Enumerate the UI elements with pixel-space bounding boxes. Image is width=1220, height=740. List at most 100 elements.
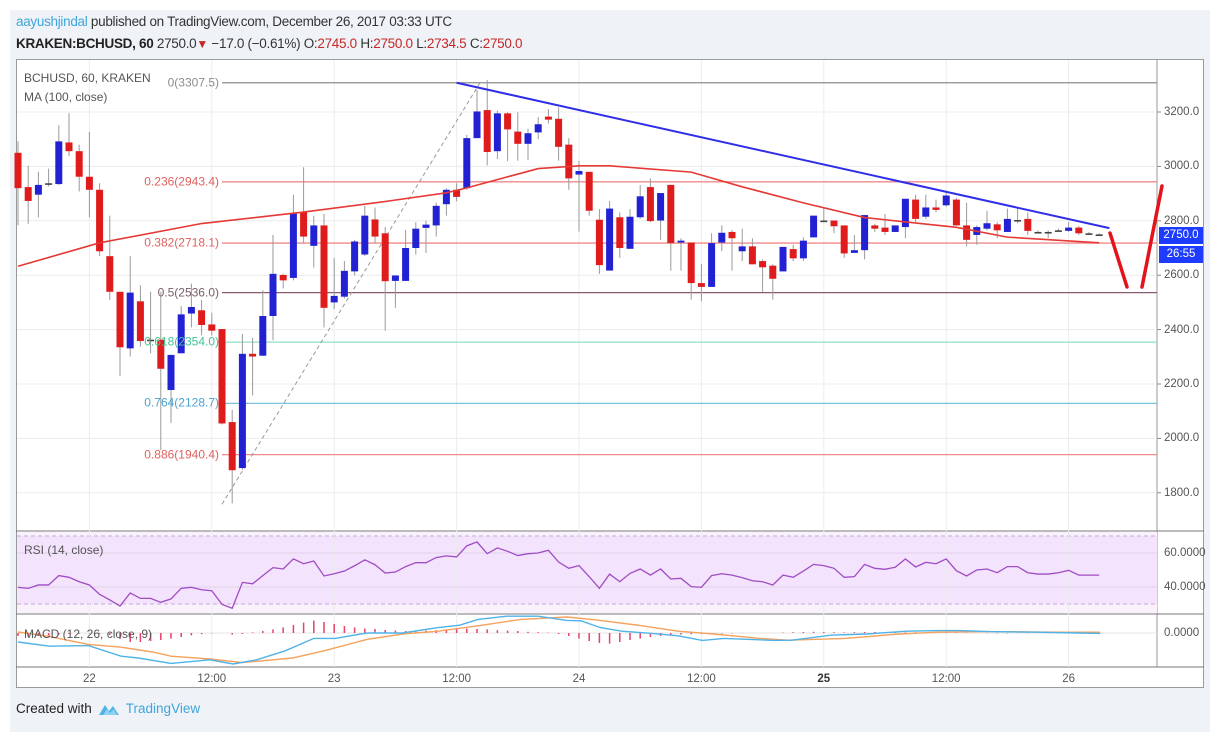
candle-body	[1065, 227, 1073, 231]
high-value: 2750.0	[373, 36, 413, 51]
candle	[932, 199, 940, 213]
candle	[391, 275, 399, 308]
candle	[595, 209, 603, 274]
candle	[789, 244, 797, 262]
candle-body	[697, 283, 705, 287]
candle	[769, 264, 777, 300]
price-axis-label: 3200.0	[1164, 106, 1200, 118]
candle	[453, 183, 461, 202]
candle	[177, 306, 185, 354]
candle-body	[504, 113, 512, 130]
candle-body	[993, 224, 1001, 231]
candle-body	[891, 225, 899, 232]
candle	[147, 291, 155, 354]
candle	[850, 234, 858, 253]
candle-body	[677, 240, 685, 243]
candle-body	[820, 220, 828, 223]
candle	[575, 160, 583, 232]
candle-body	[1044, 231, 1052, 234]
fib-level-label: 0.886(1940.4)	[144, 446, 219, 461]
candle	[463, 134, 471, 190]
candle-body	[544, 116, 552, 120]
candle-body	[320, 225, 328, 308]
candle-body	[228, 422, 236, 471]
candle-body	[177, 314, 185, 354]
candle-body	[1054, 230, 1062, 232]
candle	[565, 138, 573, 190]
candle	[249, 337, 257, 396]
candle	[881, 214, 889, 235]
candle-body	[371, 219, 379, 237]
candle	[208, 312, 216, 336]
candle-body	[963, 225, 971, 240]
candle	[1024, 212, 1032, 235]
candle-body	[65, 142, 73, 152]
candle-body	[442, 189, 450, 205]
candle	[718, 225, 726, 252]
candle	[1003, 208, 1011, 232]
candle-body	[167, 354, 175, 390]
candle-body	[667, 184, 675, 244]
candle	[891, 225, 899, 232]
candle	[830, 220, 838, 234]
candle	[1085, 231, 1093, 235]
candle	[514, 112, 522, 161]
tradingview-link[interactable]: TradingView	[125, 701, 201, 716]
candle	[187, 283, 195, 328]
candle-body	[55, 141, 63, 185]
candle-body	[585, 171, 593, 211]
candle	[493, 110, 501, 160]
candle	[555, 107, 563, 161]
candle-body	[728, 231, 736, 239]
rsi-axis-label: 40.0000	[1164, 581, 1206, 593]
candle-body	[106, 256, 114, 292]
candle-body	[1003, 218, 1011, 232]
candle	[340, 261, 348, 299]
candle-body	[279, 274, 287, 281]
candle	[1075, 225, 1083, 235]
candle	[1054, 228, 1062, 232]
candle-body	[626, 216, 634, 249]
candle-body	[1014, 219, 1022, 222]
candle-body	[830, 220, 838, 227]
candle	[228, 409, 236, 504]
candle	[167, 354, 175, 423]
candle	[687, 242, 695, 300]
candle-body	[34, 184, 42, 195]
candle-body	[636, 196, 644, 218]
candle-body	[187, 307, 195, 314]
candle	[667, 184, 675, 271]
candle-body	[14, 152, 22, 189]
candle-body	[718, 232, 726, 243]
author-link[interactable]: aayushjindal	[16, 14, 88, 29]
candle	[432, 202, 440, 237]
candle-body	[657, 193, 665, 221]
candle	[422, 220, 430, 253]
candle-body	[555, 118, 563, 147]
candle-body	[85, 176, 93, 190]
candle-body	[606, 208, 614, 271]
candle-body	[1075, 227, 1083, 234]
candle-body	[595, 219, 603, 266]
time-axis-label: 23	[327, 673, 341, 685]
candle	[34, 171, 42, 218]
candle	[759, 259, 767, 292]
candle	[126, 256, 134, 357]
candle-body	[269, 273, 277, 316]
candle-body	[259, 316, 267, 356]
candle-body	[493, 113, 501, 152]
candle	[636, 184, 644, 219]
candle-body	[340, 270, 348, 297]
price-axis-label: 2400.0	[1164, 323, 1200, 336]
candle-body	[952, 199, 960, 226]
candle	[1034, 230, 1042, 234]
candle	[45, 168, 53, 187]
candle	[708, 233, 716, 287]
price-axis-label: 2800.0	[1164, 214, 1200, 227]
candle	[320, 214, 328, 328]
candle	[218, 329, 226, 425]
candle	[861, 215, 869, 260]
candle-body	[881, 227, 889, 232]
candle	[351, 239, 359, 276]
